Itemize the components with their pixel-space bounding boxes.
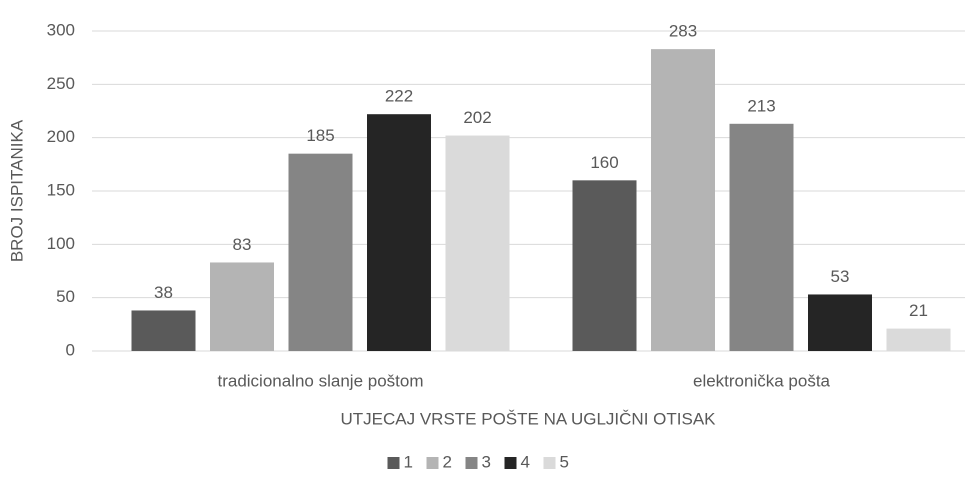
data-label: 160 [590, 153, 618, 172]
data-label: 202 [463, 108, 491, 127]
y-tick-label: 200 [47, 127, 75, 146]
x-tick-label: elektronička pošta [693, 371, 831, 390]
bar [886, 328, 951, 351]
data-label: 185 [306, 126, 334, 145]
bar [367, 114, 431, 351]
bar [445, 135, 510, 351]
y-tick-label: 300 [47, 20, 75, 39]
bar [210, 262, 274, 351]
data-label: 222 [385, 87, 413, 106]
legend-swatch [387, 457, 400, 469]
data-label: 213 [747, 96, 775, 115]
y-tick-label: 0 [66, 340, 75, 359]
data-label: 53 [831, 267, 850, 286]
data-label: 38 [154, 283, 173, 302]
legend-swatch [426, 457, 439, 469]
x-axis-title: UTJECAJ VRSTE POŠTE NA UGLJIČNI OTISAK [340, 409, 716, 428]
legend-label: 4 [521, 452, 530, 471]
legend-swatch [543, 457, 556, 469]
legend-swatch [504, 457, 517, 469]
bar [288, 153, 353, 351]
legend-label: 3 [482, 452, 491, 471]
y-tick-label: 150 [47, 180, 75, 199]
data-label: 83 [233, 235, 252, 254]
bar [572, 180, 637, 351]
bar [651, 49, 715, 352]
y-tick-label: 100 [47, 234, 75, 253]
legend-label: 2 [443, 452, 452, 471]
data-label: 283 [669, 22, 697, 41]
y-tick-label: 250 [47, 74, 75, 93]
y-axis-title: BROJ ISPITANIKA [7, 119, 26, 262]
bar [808, 294, 872, 351]
legend-label: 1 [404, 452, 413, 471]
legend-swatch [465, 457, 478, 469]
data-label: 21 [909, 301, 928, 320]
bar [131, 310, 196, 351]
bar [729, 123, 794, 351]
y-tick-label: 50 [56, 287, 75, 306]
legend-label: 5 [560, 452, 569, 471]
x-tick-label: tradicionalno slanje poštom [217, 371, 423, 390]
